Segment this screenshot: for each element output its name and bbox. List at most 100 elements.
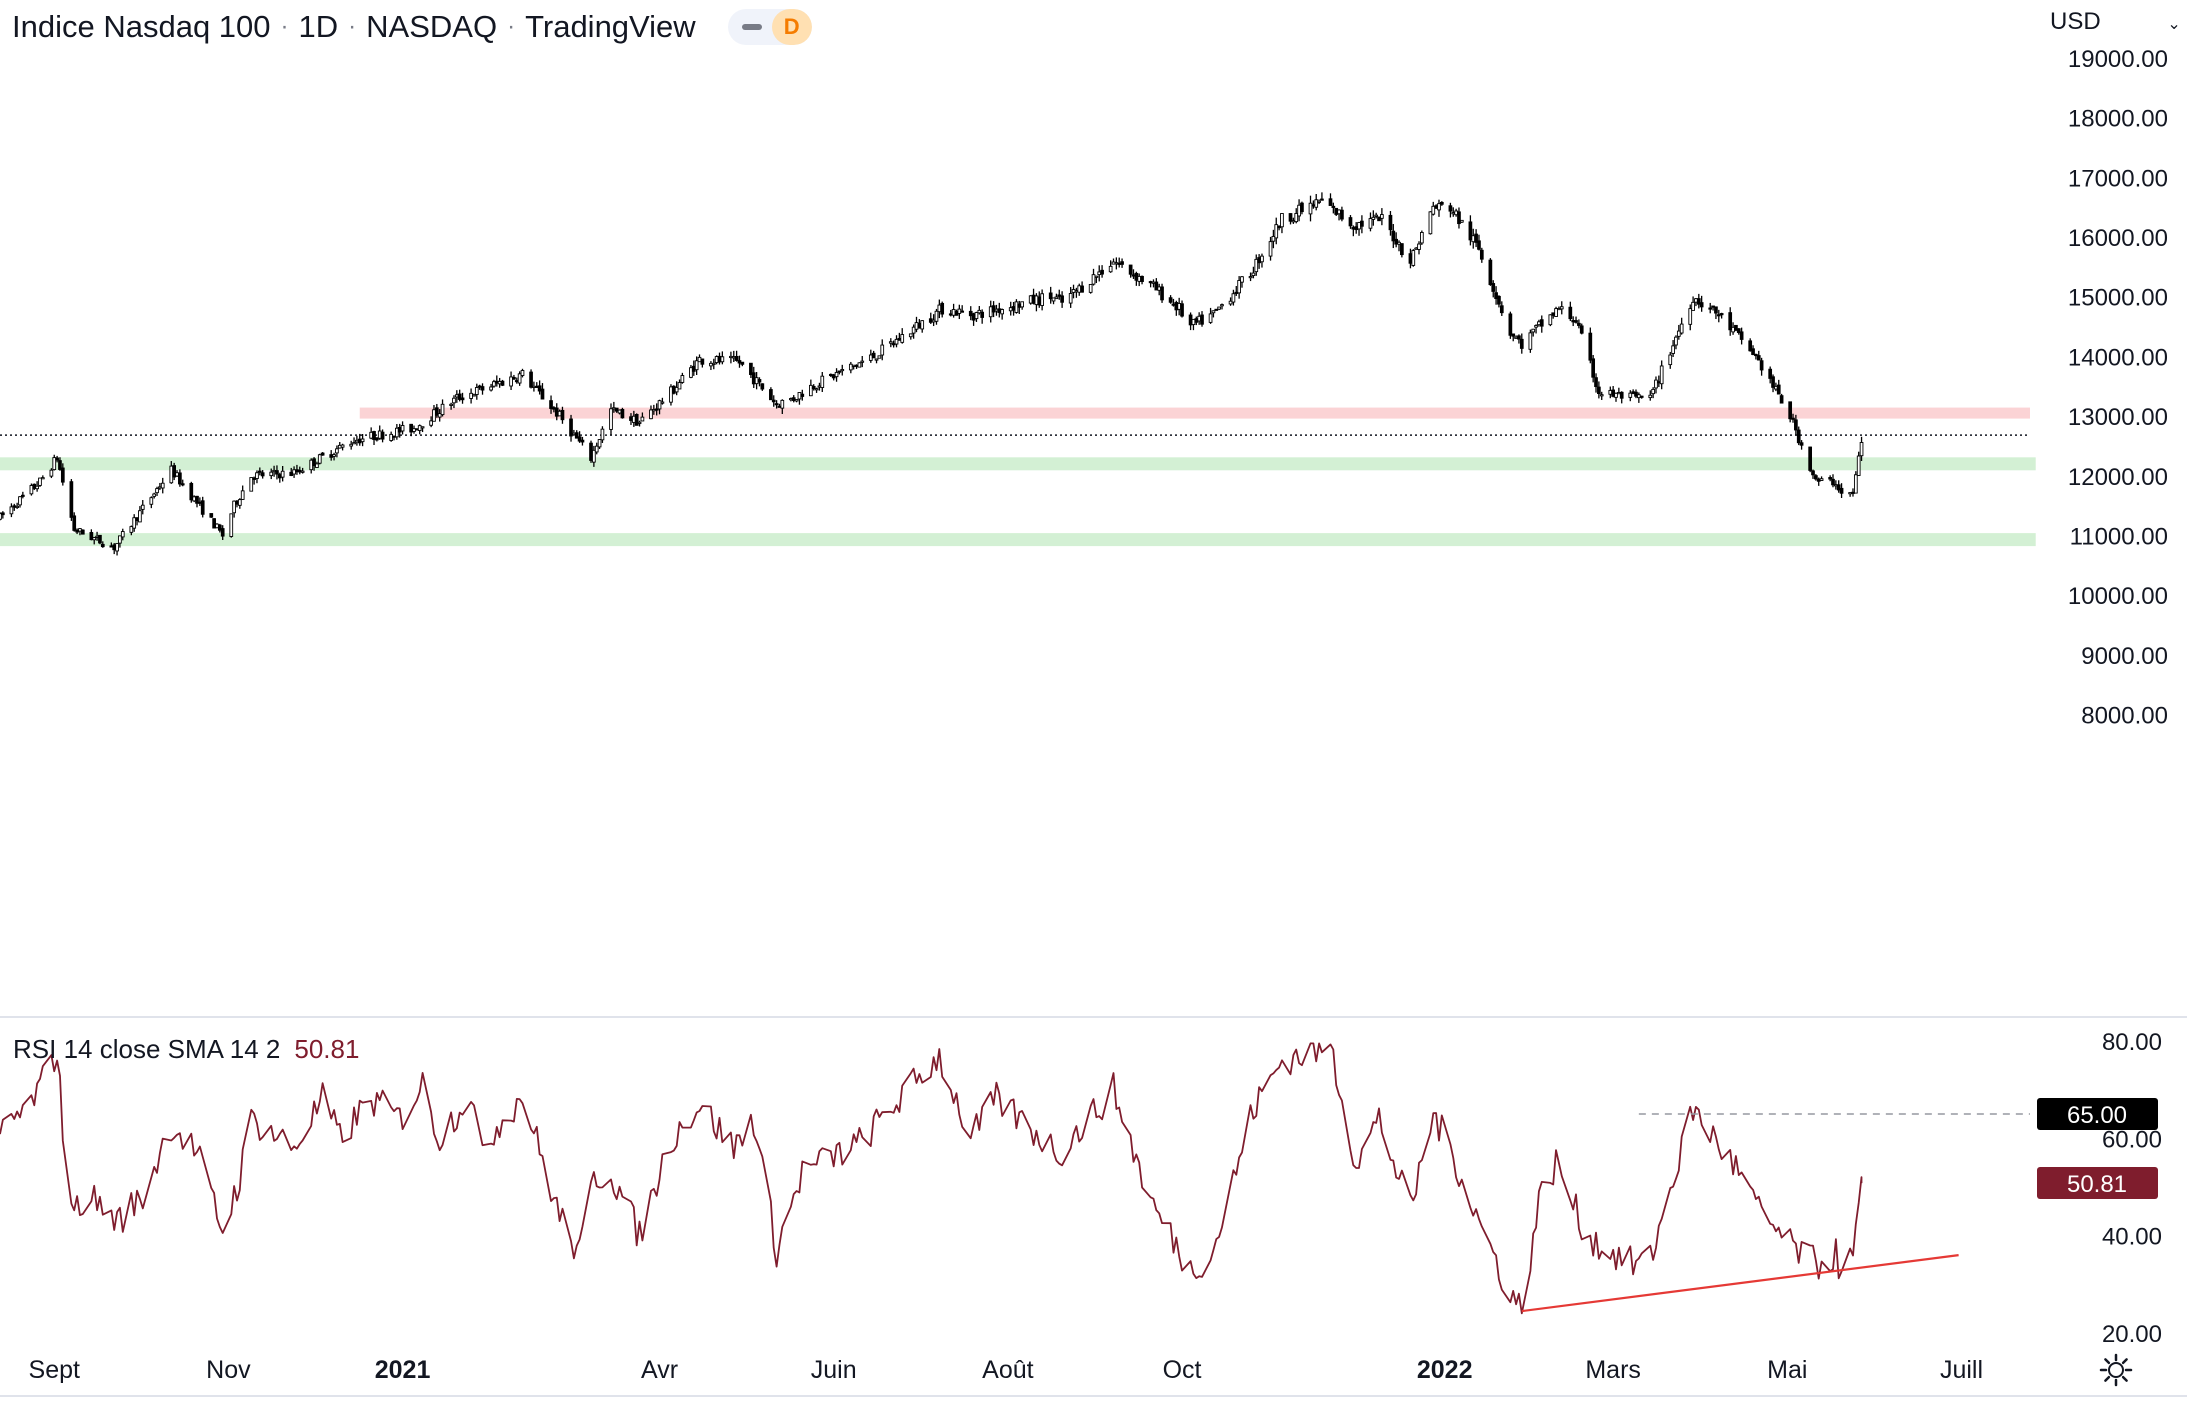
candle [315,461,319,468]
candle [968,306,973,321]
candle-body [1300,202,1304,213]
candle-body [1254,258,1259,273]
candle-body [138,510,142,523]
candle-body [449,403,453,406]
time-tick-label: Août [982,1356,1033,1384]
candle-body [634,414,639,426]
candle-body [120,531,125,538]
gear-icon[interactable] [2098,1352,2134,1388]
candle [434,403,439,418]
status-pill[interactable]: D [727,9,812,45]
candle-body [295,469,299,473]
candle-body [620,408,625,419]
candle-body [1839,487,1844,494]
symbol-title[interactable]: Indice Nasdaq 100 [12,9,271,44]
currency-selector[interactable]: USD ⌄ [2050,8,2181,36]
candle-body [1491,283,1496,292]
candle [1751,345,1755,356]
candle [940,301,945,318]
candle-body [109,545,114,548]
candle [697,354,702,363]
candle [260,470,265,479]
candle-body [160,482,165,489]
candle [657,399,662,415]
candle-body [1360,220,1364,227]
candle [1577,319,1581,329]
candle [1180,300,1184,318]
candle [580,436,585,446]
candle [948,309,953,317]
candle [1559,301,1564,315]
candle [669,384,673,406]
candle [934,308,939,325]
candle-body [560,409,565,421]
candle-body [1508,313,1513,336]
candle-body [32,483,37,489]
candle [1320,192,1324,201]
candle [1188,312,1193,331]
rsi-value-label: 65.00 [2067,1102,2127,1129]
candle-body [751,372,756,385]
rsi-legend-label: RSI 14 close SMA 14 2 [13,1034,281,1064]
candle-body [1208,313,1213,323]
candle-body [454,394,459,398]
candle [1517,334,1521,344]
time-tick-label: Juin [811,1356,857,1384]
candle-body [372,431,376,440]
candle-body [908,333,913,338]
time-tick-label: Juill [1940,1356,1983,1384]
candle [1756,350,1761,361]
candle [1177,297,1182,316]
candle-body [1394,238,1399,245]
candle [1828,475,1832,482]
candle-body [1380,214,1384,219]
candle-body [614,407,619,412]
candle-body [1194,318,1199,323]
candle-body [69,481,74,518]
delayed-badge: D [771,9,812,45]
candle-body [1294,213,1299,223]
candle-body [1414,247,1418,250]
candle [454,390,459,403]
candle [178,469,182,487]
chevron-down-icon: ⌄ [2167,16,2181,33]
candle-body [714,356,719,364]
candle [414,428,419,431]
candle-body [1711,305,1715,308]
candle [1816,477,1821,486]
candle [877,355,882,359]
candle [512,374,516,380]
rsi-legend[interactable]: RSI 14 close SMA 14 2 50.81 [13,1034,359,1065]
candle-body [1819,478,1824,481]
candle-body [1074,290,1079,293]
candle [20,491,25,499]
candle-body [158,486,162,489]
candle-body [1091,274,1096,285]
candle [1428,211,1433,235]
candle-body [217,524,222,531]
candle [1539,315,1544,333]
candle [1494,286,1498,305]
candle-body [868,354,873,361]
candle [409,423,413,437]
candle [1254,254,1259,276]
resistance-zone-0 [359,407,2030,419]
candle [69,479,74,521]
price-tick-label: 12000.00 [2068,464,2168,491]
candle-body [660,401,665,404]
candle [400,421,405,435]
candle [991,301,996,318]
interval-label[interactable]: 1D [298,9,339,44]
candle [894,335,899,348]
candle-body [689,367,693,378]
candle [517,371,522,386]
candle-body [232,500,236,514]
candle-body [1111,261,1116,265]
candle [1656,375,1661,387]
candle-body [1459,219,1464,223]
candle-body [1231,293,1236,303]
candle-body [1468,221,1473,241]
candle-body [1,512,5,516]
candle [560,406,565,424]
